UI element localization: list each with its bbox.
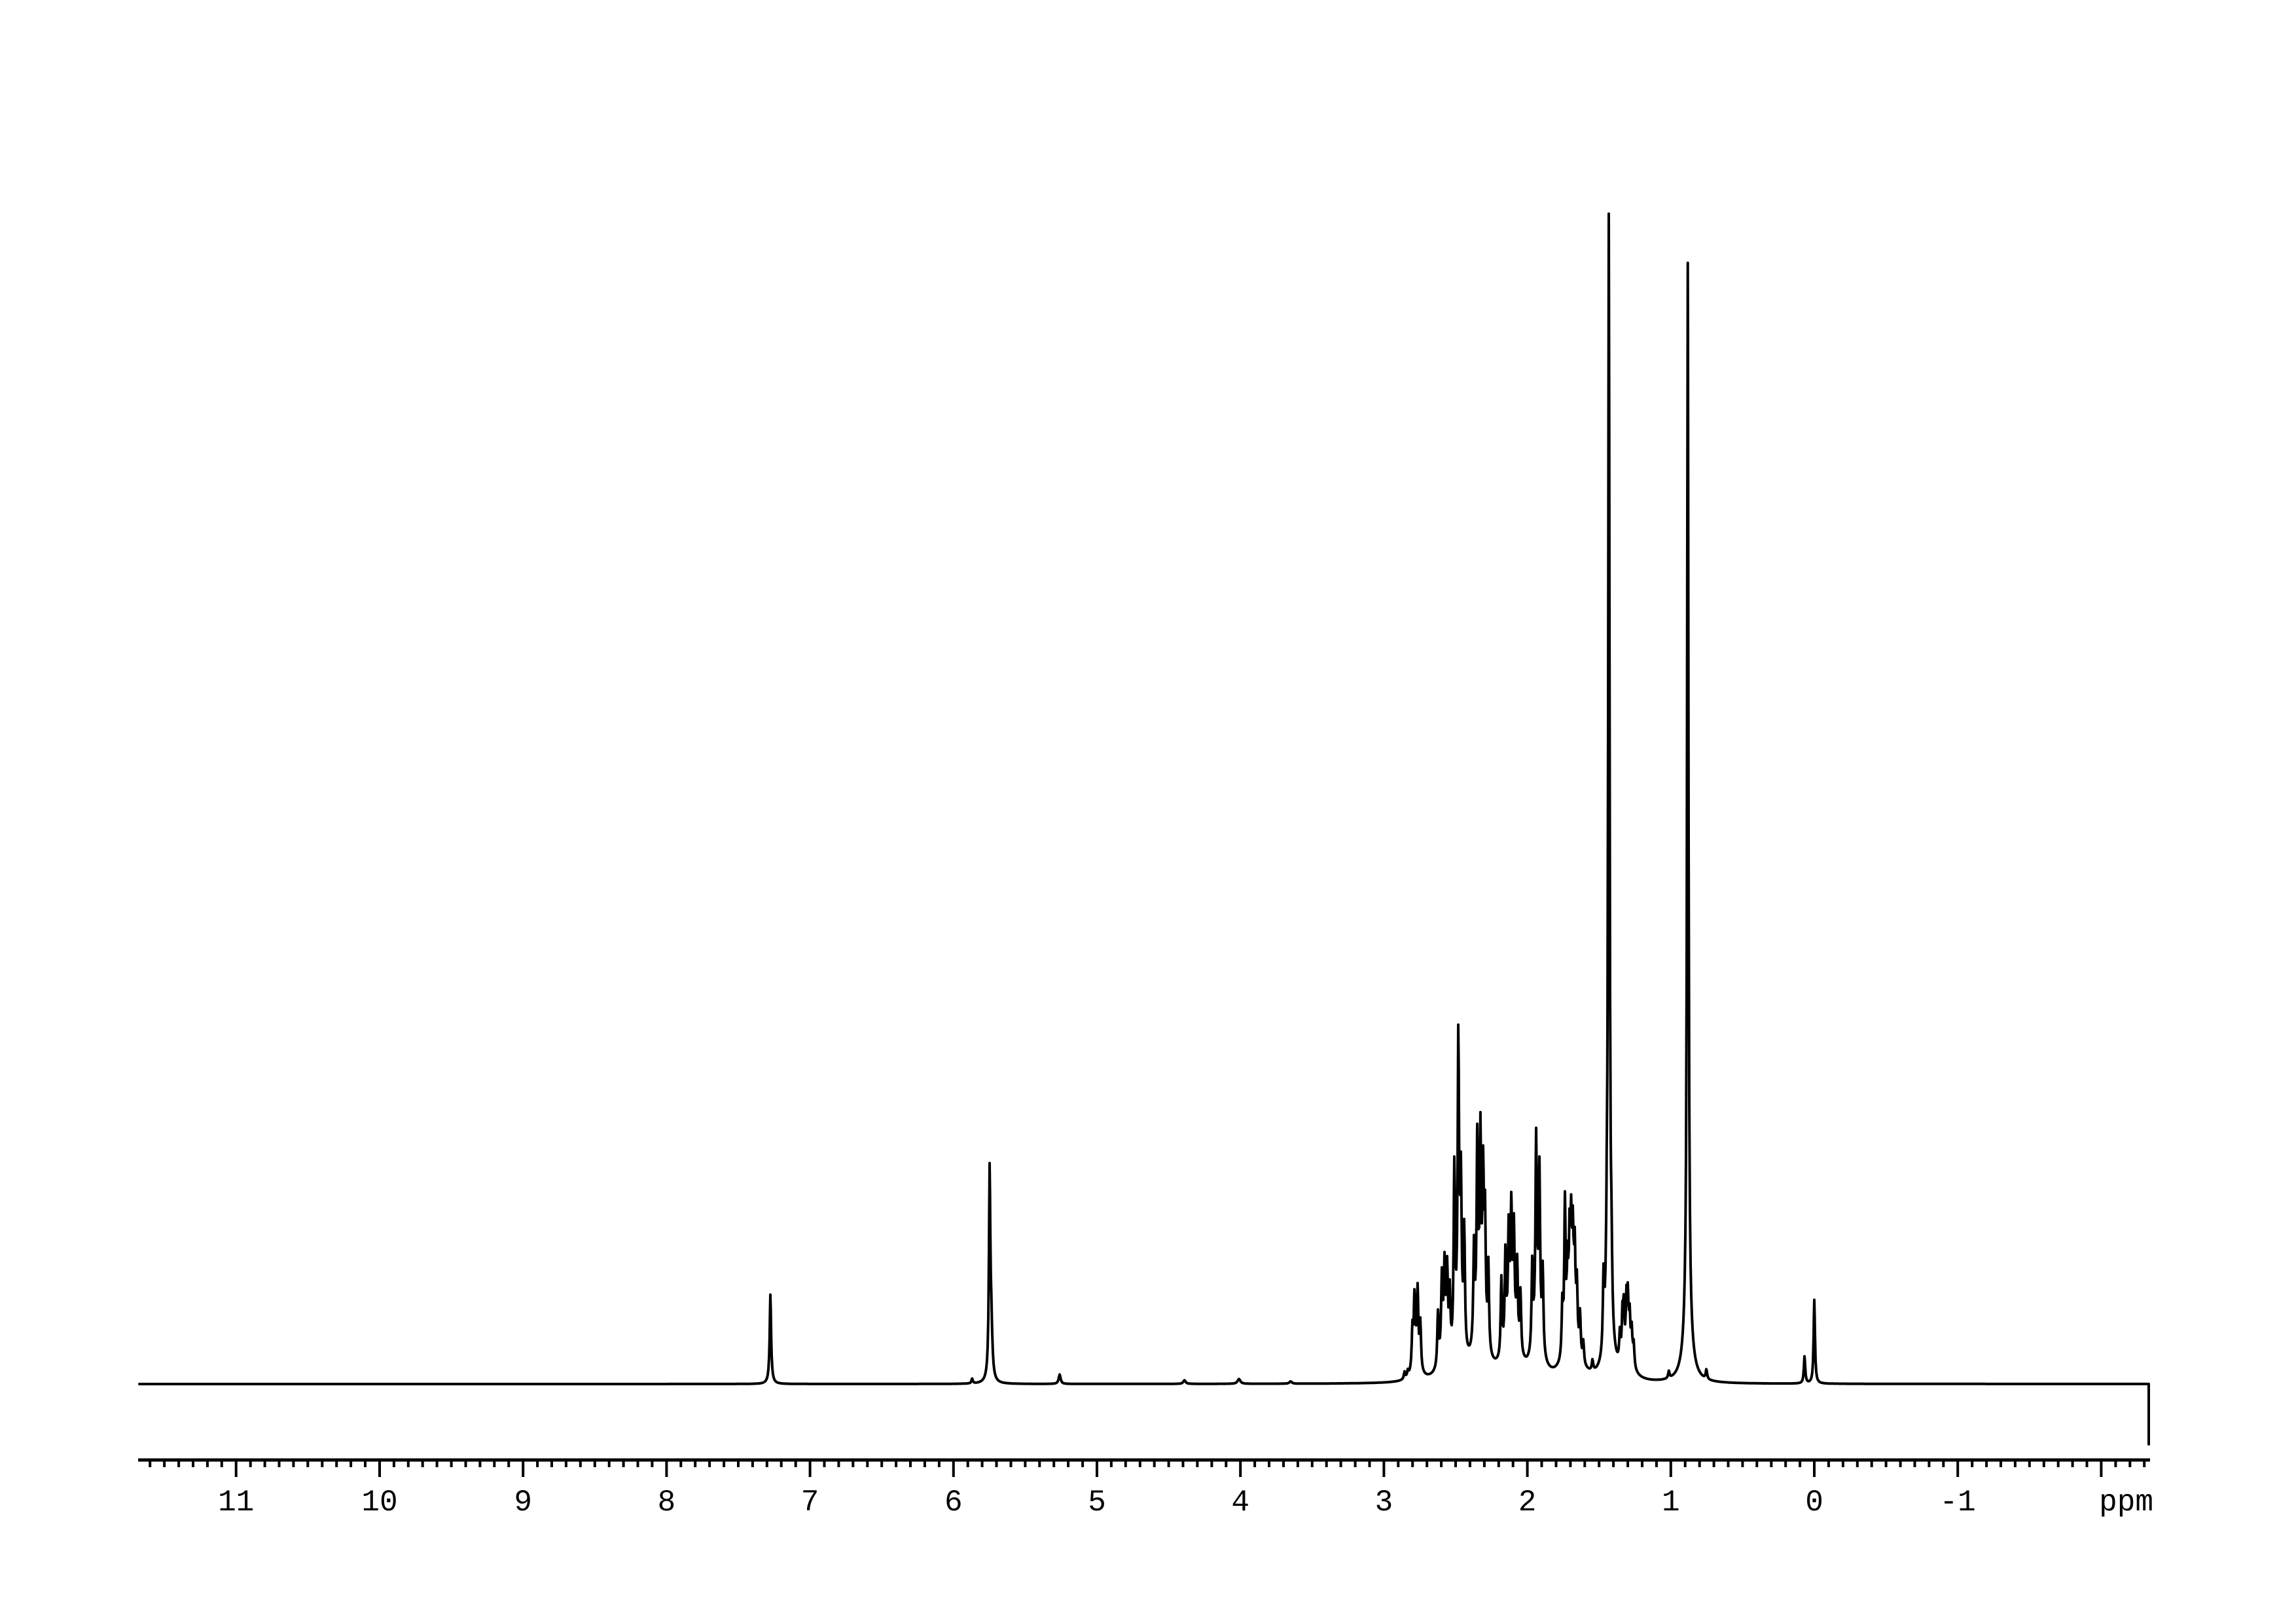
axis-tick-label: 5 (1088, 1486, 1106, 1520)
axis-tick-label: 2 (1518, 1486, 1537, 1520)
axis-unit-label: ppm (2099, 1486, 2153, 1520)
axis-tick-label: 3 (1375, 1486, 1393, 1520)
axis-tick-label: 10 (361, 1486, 397, 1520)
axis-tick-label: 11 (218, 1486, 254, 1520)
axis-tick-label: 0 (1805, 1486, 1823, 1520)
ppm-axis-ticks (149, 1459, 2146, 1477)
ppm-axis: 11 10 9 8 7 6 5 4 3 2 1 0 -1 ppm (138, 1458, 2153, 1520)
axis-tick-label: 8 (658, 1486, 676, 1520)
axis-tick-label: 9 (514, 1486, 532, 1520)
ppm-axis-labels: 11 10 9 8 7 6 5 4 3 2 1 0 -1 ppm (218, 1486, 2153, 1520)
axis-tick-label: 1 (1662, 1486, 1680, 1520)
spectrum-trace (138, 212, 2150, 1446)
axis-tick-label: 7 (801, 1486, 819, 1520)
axis-tick-label: 6 (944, 1486, 963, 1520)
axis-tick-label: -1 (1940, 1486, 1976, 1520)
axis-tick-label: 4 (1231, 1486, 1249, 1520)
